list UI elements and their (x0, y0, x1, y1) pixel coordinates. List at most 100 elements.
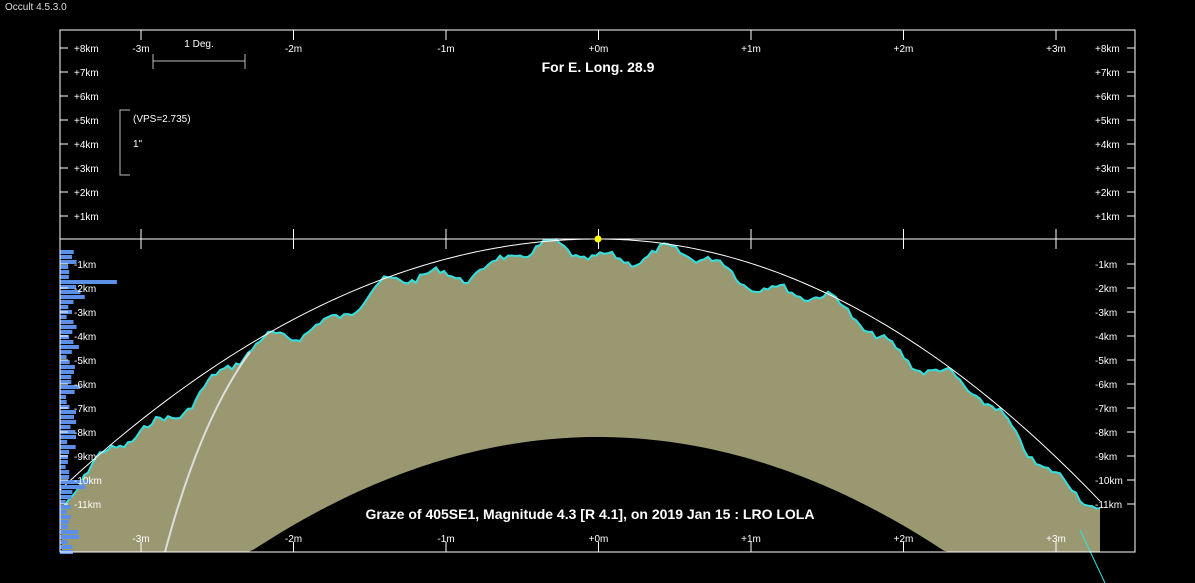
histogram-bar (60, 265, 69, 269)
y-tick-label-left: +4km (74, 140, 99, 151)
y-tick-label-left: -2km (74, 284, 96, 295)
y-tick-label-right: +4km (1095, 140, 1120, 151)
histogram-bar (60, 420, 77, 424)
chart-title: For E. Long. 28.9 (542, 59, 655, 75)
histogram-bar (60, 390, 75, 394)
histogram-bar (60, 425, 71, 429)
histogram-bar (60, 355, 67, 359)
x-tick-label-top: -2m (285, 44, 302, 55)
x-tick-label-bottom: +1m (741, 534, 761, 545)
histogram-bar (60, 295, 85, 299)
histogram-bar (60, 350, 72, 354)
histogram-bar (60, 515, 71, 519)
lunar-limb-profile (59, 237, 1101, 511)
histogram-bar (60, 275, 69, 279)
histogram-bar (60, 340, 74, 344)
histogram-bar (60, 545, 73, 549)
degree-scale-bar (152, 54, 246, 69)
histogram-bar (60, 495, 72, 499)
histogram-bar (60, 400, 67, 404)
y-tick-label-left: -1km (74, 260, 96, 271)
histogram-bar (60, 330, 73, 334)
star-path-curve (164, 351, 251, 553)
histogram-bar (60, 480, 90, 484)
y-tick-label-right: -11km (1095, 500, 1122, 511)
histogram-bar (60, 380, 72, 384)
x-tick-label-top: +2m (894, 44, 914, 55)
y-tick-label-right: -9km (1095, 452, 1117, 463)
histogram-bar (60, 335, 70, 339)
x-tick-label-bottom: +0m (589, 534, 609, 545)
histogram-bar (60, 410, 77, 414)
y-tick-label-right: +6km (1095, 92, 1120, 103)
histogram-bar (60, 395, 67, 399)
histogram-bar (60, 325, 77, 329)
plot-frame (59, 29, 1136, 553)
y-tick-label-left: +8km (74, 44, 99, 55)
histogram-bar (60, 440, 68, 444)
histogram-bar (60, 270, 70, 274)
histogram-bar (60, 280, 117, 284)
y-tick-label-left: +6km (74, 92, 99, 103)
y-tick-label-right: -8km (1095, 428, 1117, 439)
star-marker (594, 235, 602, 243)
y-tick-label-right: -4km (1095, 332, 1117, 343)
histogram-bar (60, 530, 79, 534)
histogram-bar (60, 345, 79, 349)
y-tick-label-left: -7km (74, 404, 96, 415)
y-tick-label-right: +2km (1095, 188, 1120, 199)
histogram-bar (60, 285, 77, 289)
histogram-bar (60, 510, 67, 514)
histogram-bar (60, 435, 77, 439)
histogram-bar (60, 485, 86, 489)
histogram-bar (60, 445, 76, 449)
histogram-bar (60, 460, 68, 464)
y-tick-label-left: +2km (74, 188, 99, 199)
y-tick-label-right: -5km (1095, 356, 1117, 367)
histogram-bar (60, 375, 72, 379)
histogram-bar (60, 475, 70, 479)
y-tick-label-left: -5km (74, 356, 96, 367)
histogram-bar (60, 405, 70, 409)
histogram-bar (60, 455, 68, 459)
y-tick-label-left: -6km (74, 380, 96, 391)
y-tick-label-left: -4km (74, 332, 96, 343)
histogram-bar (60, 250, 74, 254)
y-tick-label-right: +5km (1095, 116, 1120, 127)
histogram-bar (60, 255, 73, 259)
histogram-bar (60, 385, 81, 389)
y-tick-label-right: -3km (1095, 308, 1117, 319)
x-tick-label-bottom: +3m (1046, 534, 1066, 545)
y-tick-label-left: -8km (74, 428, 96, 439)
vps-scale-bracket (119, 109, 130, 176)
histogram-bar (60, 535, 80, 539)
x-tick-label-top: +3m (1046, 44, 1066, 55)
y-tick-label-right: -1km (1095, 260, 1117, 271)
histogram-bar (60, 320, 74, 324)
histogram-bar (60, 365, 75, 369)
vps-label: (VPS=2.735) (133, 114, 191, 125)
x-tick-label-bottom: -2m (285, 534, 302, 545)
x-tick-label-bottom: -1m (437, 534, 454, 545)
y-tick-label-right: -10km (1095, 476, 1123, 487)
histogram-bar (60, 290, 81, 294)
histogram-bar (60, 360, 70, 364)
y-tick-label-left: +3km (74, 164, 99, 175)
lunar-limb-fill (60, 239, 1100, 552)
histogram-bar (60, 305, 69, 309)
histogram-bar (60, 415, 75, 419)
histogram-bar (60, 260, 77, 264)
x-tick-label-top: -1m (437, 44, 454, 55)
histogram-bar (60, 465, 66, 469)
y-tick-label-right: -7km (1095, 404, 1117, 415)
x-tick-label-top: +1m (741, 44, 761, 55)
y-tick-label-left: +1km (74, 212, 99, 223)
histogram-bar (60, 520, 69, 524)
window-title: Occult 4.5.3.0 (5, 2, 67, 13)
histogram-bar (60, 490, 73, 494)
histogram-bar (60, 470, 70, 474)
y-tick-label-right: +1km (1095, 212, 1120, 223)
y-tick-label-right: -2km (1095, 284, 1117, 295)
histogram-bar (60, 300, 74, 304)
